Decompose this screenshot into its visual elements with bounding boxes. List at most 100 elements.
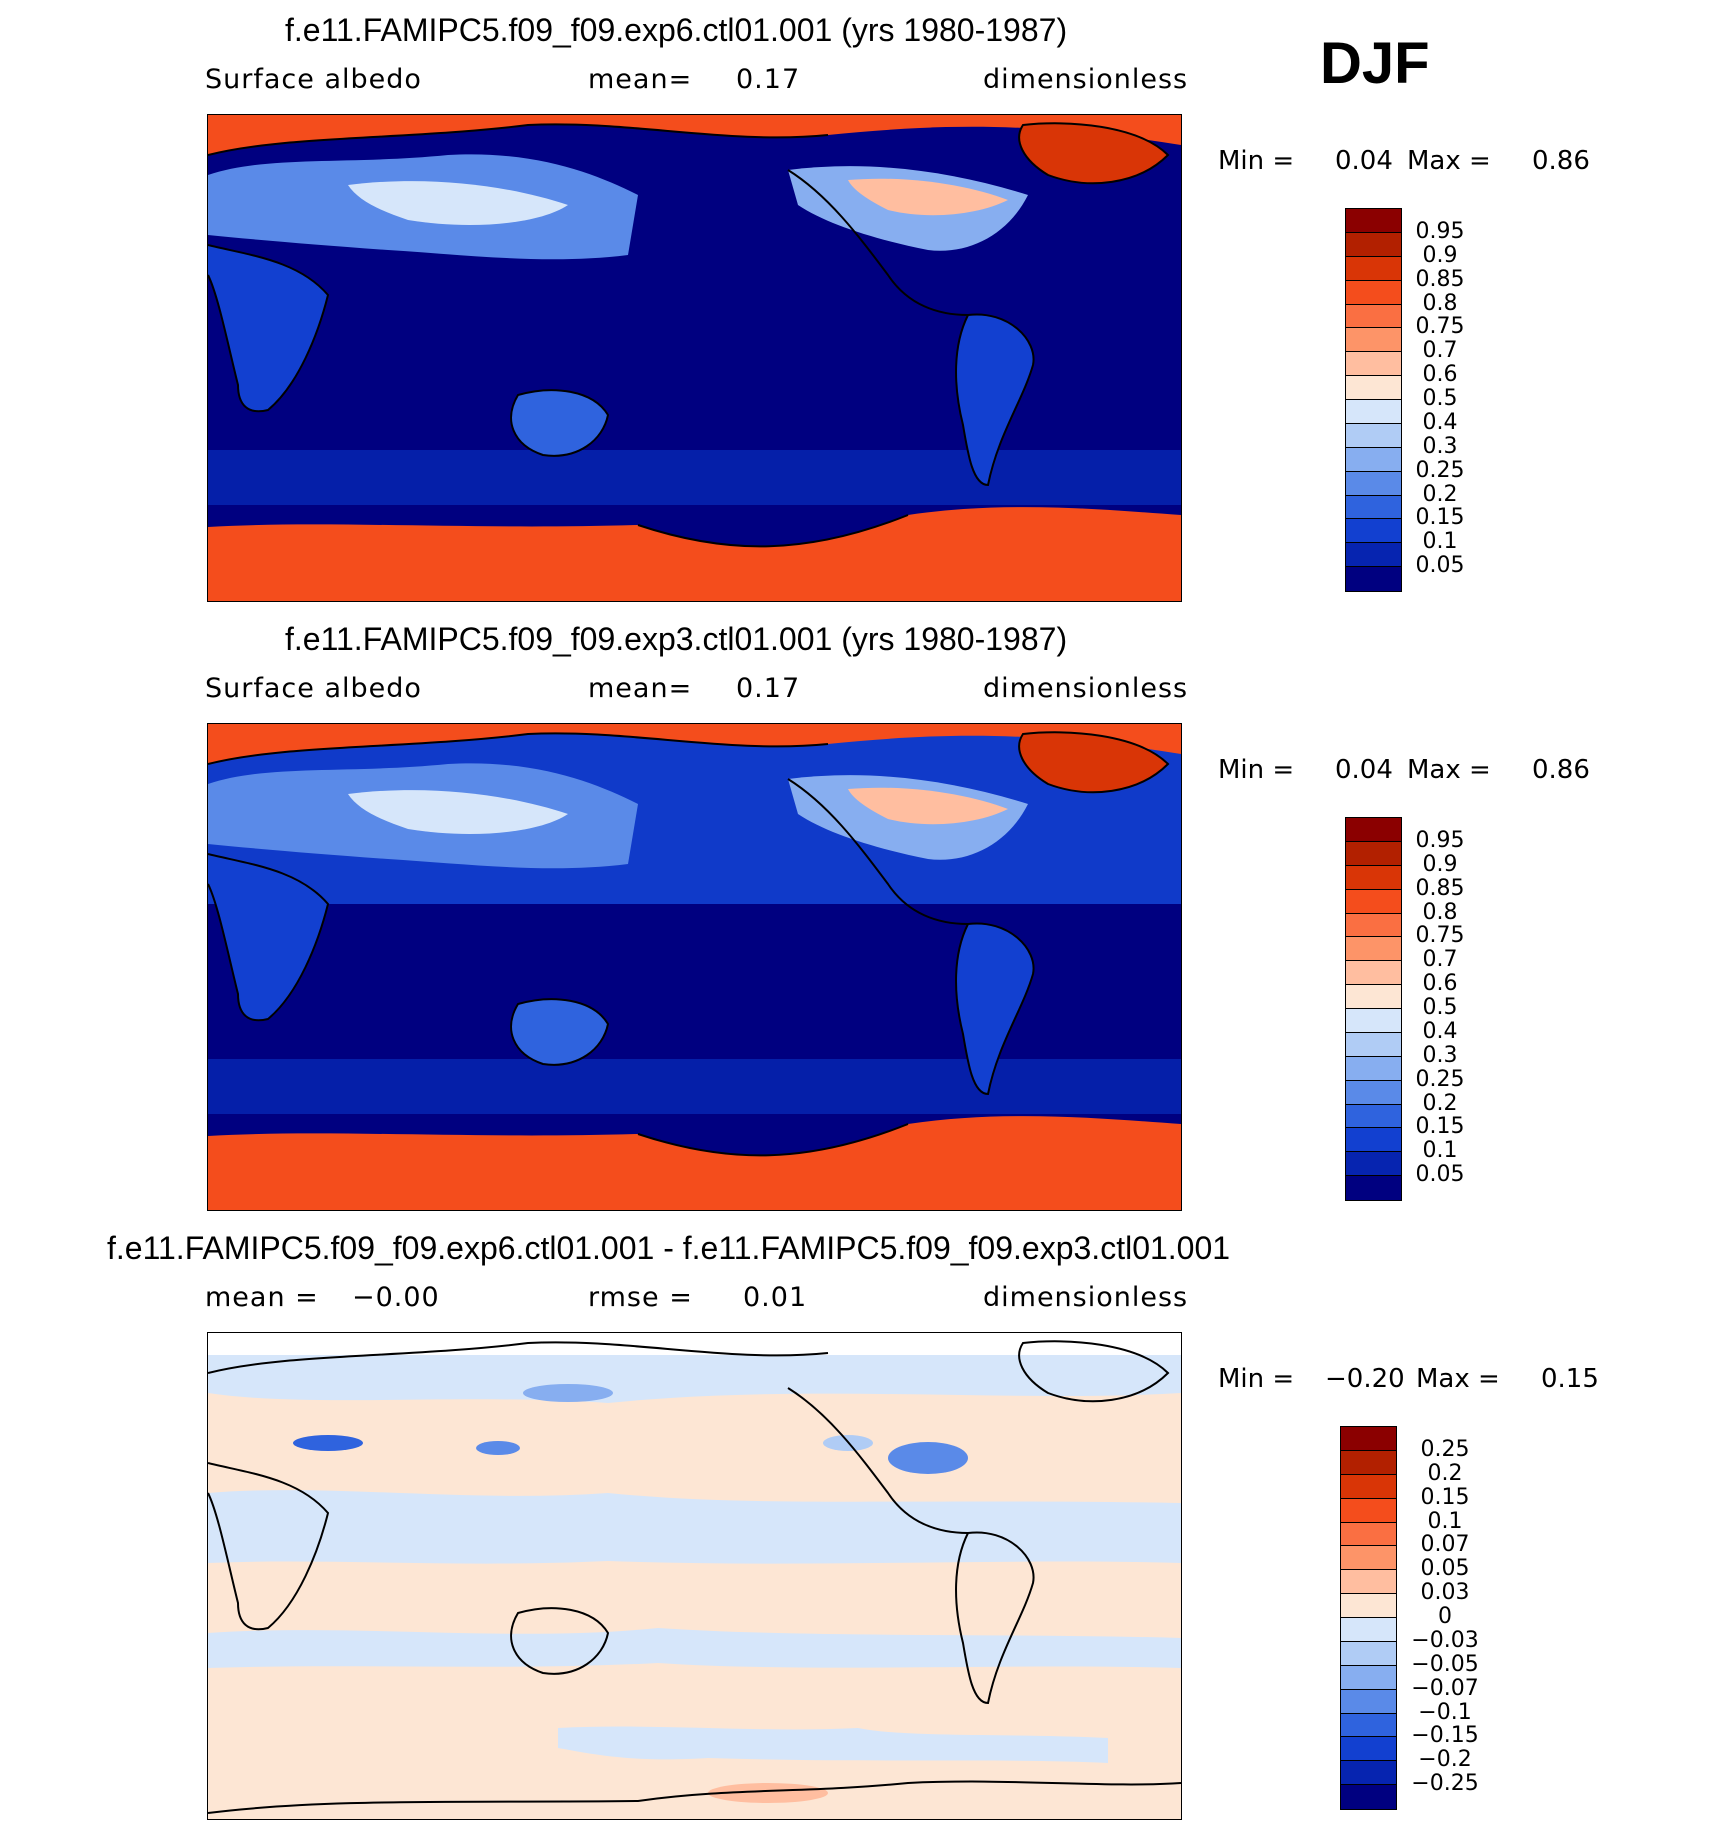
panel3-mean-value: −0.00	[352, 1282, 440, 1313]
panel2-mean-value: 0.17	[736, 673, 801, 704]
panel2-max-value: 0.86	[1532, 755, 1590, 785]
colorbar-swatch	[1346, 256, 1401, 281]
panel2-min-label: Min =	[1218, 755, 1295, 785]
panel3-min-label: Min =	[1218, 1364, 1295, 1394]
colorbar-tick-label: 0.6	[1422, 362, 1458, 388]
colorbar-swatch	[1341, 1427, 1396, 1451]
panel3-rmse-value: 0.01	[743, 1282, 808, 1313]
colorbar-swatch	[1346, 937, 1401, 962]
colorbar-tick-label: 0.75	[1415, 923, 1465, 949]
colorbar-swatch	[1346, 1104, 1401, 1129]
colorbar-swatch	[1341, 1713, 1396, 1738]
colorbar-swatch	[1346, 1032, 1401, 1057]
colorbar-tick-label: 0.05	[1420, 1556, 1470, 1582]
colorbar-swatch	[1346, 304, 1401, 329]
colorbar-swatch	[1346, 232, 1401, 257]
season-label: DJF	[1320, 31, 1430, 96]
panel3-map-field	[208, 1333, 1181, 1819]
panel2-units: dimensionless	[983, 673, 1189, 704]
colorbar-swatch	[1346, 567, 1401, 591]
colorbar-tick-label: 0.75	[1415, 314, 1465, 340]
colorbar-tick-label: −0.1	[1418, 1699, 1472, 1725]
colorbar-tick-label: 0.8	[1422, 290, 1458, 316]
colorbar-tick-label: 0.2	[1422, 1090, 1458, 1116]
colorbar-swatch	[1341, 1594, 1396, 1618]
colorbar-tick-label: −0.15	[1411, 1723, 1479, 1749]
panel2-map-field	[208, 724, 1181, 1210]
colorbar-tick-label: 0.95	[1415, 827, 1465, 853]
colorbar-tick-label: −0.07	[1411, 1675, 1479, 1701]
colorbar-tick-label: 0.9	[1422, 242, 1458, 268]
colorbar-swatch	[1341, 1761, 1396, 1786]
panel2-colorbar-labels: 0.95 0.9 0.85 0.8 0.75 0.7 0.6 0.5 0.4 0.3 0.25 0.2…	[1405, 817, 1475, 1199]
colorbar-swatch	[1341, 1450, 1396, 1475]
colorbar-tick-label: 0.3	[1422, 1042, 1458, 1068]
colorbar-tick-label: 0.15	[1415, 1114, 1465, 1140]
colorbar-swatch	[1341, 1618, 1396, 1642]
panel1-max-label: Max =	[1407, 146, 1491, 176]
panel1-map	[207, 114, 1182, 602]
panel2-min-value: 0.04	[1335, 755, 1393, 785]
colorbar-tick-label: 0.15	[1415, 505, 1465, 531]
colorbar-tick-label: 0.8	[1422, 899, 1458, 925]
colorbar-tick-label: 0	[1438, 1604, 1452, 1629]
panel2-title: f.e11.FAMIPC5.f09_f09.exp3.ctl01.001 (yr…	[285, 621, 1068, 657]
panel3-rmse-label: rmse =	[588, 1282, 693, 1313]
colorbar-swatch	[1346, 865, 1401, 890]
panel3-min-value: −0.20	[1325, 1364, 1405, 1394]
colorbar-tick-label: 0.1	[1427, 1508, 1463, 1534]
colorbar-tick-label: −0.05	[1411, 1651, 1479, 1677]
colorbar-tick-label: 0.1	[1422, 1138, 1458, 1164]
colorbar-swatch	[1341, 1498, 1396, 1523]
colorbar-tick-label: 0.15	[1420, 1484, 1470, 1510]
panel1-map-field	[208, 115, 1181, 601]
colorbar-tick-label: 0.4	[1422, 1018, 1458, 1044]
colorbar-swatch	[1341, 1737, 1396, 1762]
panel2-map	[207, 723, 1182, 1211]
colorbar-swatch	[1346, 1152, 1401, 1177]
colorbar-tick-label: 0.85	[1415, 875, 1465, 901]
colorbar-swatch	[1346, 961, 1401, 986]
panel1-min-value: 0.04	[1335, 146, 1393, 176]
panel3-mean-label: mean =	[205, 1282, 319, 1313]
colorbar-swatch	[1346, 423, 1401, 448]
colorbar-swatch	[1346, 328, 1401, 353]
colorbar-tick-label: 0.05	[1415, 1162, 1465, 1188]
panel2-variable-name: Surface albedo	[205, 673, 422, 704]
colorbar-swatch	[1346, 376, 1401, 400]
colorbar-swatch	[1346, 352, 1401, 377]
colorbar-tick-label: 0.5	[1422, 386, 1458, 411]
colorbar-tick-label: 0.7	[1422, 338, 1458, 364]
panel1-colorbar	[1345, 208, 1402, 592]
colorbar-swatch	[1346, 985, 1401, 1009]
colorbar-tick-label: 0.5	[1422, 995, 1458, 1020]
colorbar-swatch	[1346, 1009, 1401, 1033]
colorbar-tick-label: 0.9	[1422, 851, 1458, 877]
colorbar-tick-label: 0.95	[1415, 218, 1465, 244]
colorbar-tick-label: 0.85	[1415, 266, 1465, 292]
colorbar-tick-label: −0.03	[1411, 1627, 1479, 1653]
colorbar-swatch	[1346, 543, 1401, 568]
panel3-title: f.e11.FAMIPC5.f09_f09.exp6.ctl01.001 - f…	[107, 1230, 1231, 1266]
panel3-units: dimensionless	[983, 1282, 1189, 1313]
colorbar-swatch	[1346, 400, 1401, 424]
panel2-mean-label: mean=	[588, 673, 693, 704]
panel1-units: dimensionless	[983, 64, 1189, 95]
colorbar-tick-label: 0.25	[1415, 1066, 1465, 1092]
colorbar-swatch	[1341, 1522, 1396, 1547]
colorbar-tick-label: 0.05	[1415, 553, 1465, 579]
panel1-mean-value: 0.17	[736, 64, 801, 95]
colorbar-swatch	[1346, 841, 1401, 866]
colorbar-swatch	[1346, 209, 1401, 233]
colorbar-swatch	[1346, 1056, 1401, 1081]
colorbar-tick-label: 0.25	[1420, 1436, 1470, 1462]
colorbar-swatch	[1341, 1785, 1396, 1809]
colorbar-tick-label: 0.07	[1420, 1532, 1470, 1558]
panel1-max-value: 0.86	[1532, 146, 1590, 176]
panel3-map	[207, 1332, 1182, 1820]
colorbar-tick-label: 0.25	[1415, 457, 1465, 483]
panel1-variable-name: Surface albedo	[205, 64, 422, 95]
panel3-max-label: Max =	[1416, 1364, 1500, 1394]
colorbar-swatch	[1346, 280, 1401, 305]
panel3-colorbar	[1340, 1426, 1397, 1810]
